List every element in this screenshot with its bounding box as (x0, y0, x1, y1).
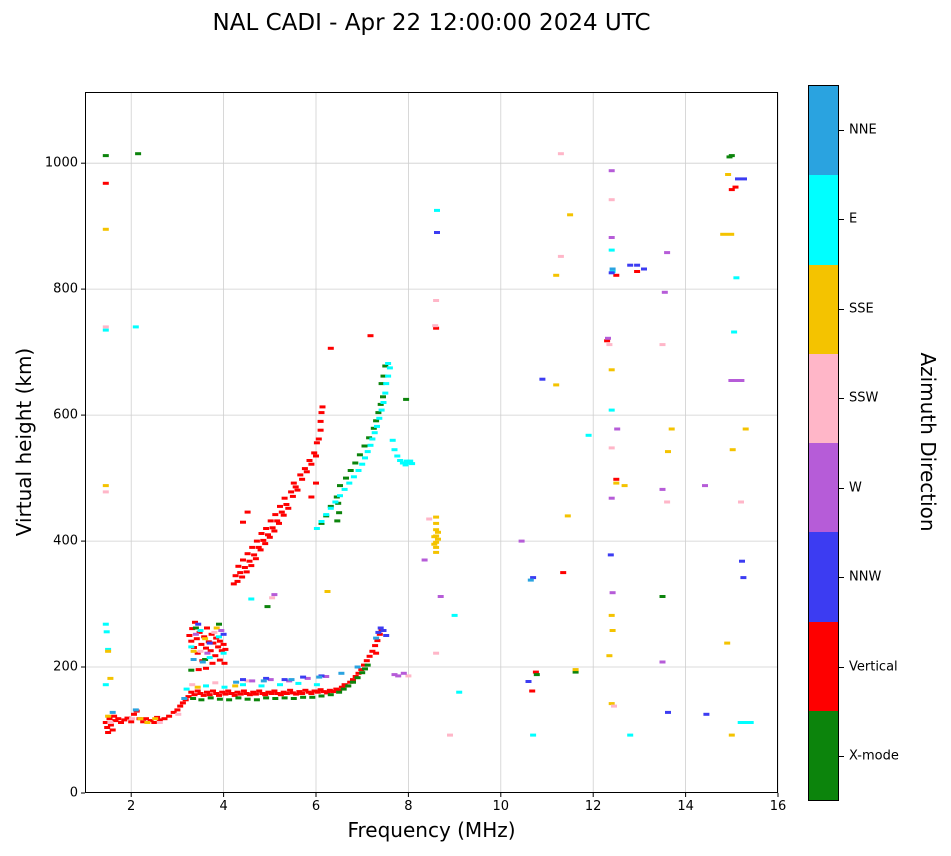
x-tick-label: 8 (404, 799, 413, 814)
y-tick-label: 600 (53, 407, 78, 423)
colorbar-tick (839, 129, 844, 131)
x-tick-label: 16 (769, 799, 787, 814)
y-tick-label: 200 (53, 659, 78, 675)
colorbar-segment-ssw (809, 353, 838, 443)
colorbar-label-x-mode: X-mode (849, 748, 899, 764)
colorbar-segment-x-mode (809, 710, 838, 800)
chart-title: NAL CADI - Apr 22 12:00:00 2024 UTC (212, 10, 651, 36)
y-tick-label: 0 (69, 785, 78, 801)
colorbar-tick (839, 487, 844, 489)
colorbar-segment-vertical (809, 621, 838, 711)
colorbar-label-nne: NNE (849, 122, 877, 138)
y-tick-label: 800 (53, 281, 78, 297)
colorbar-segment-nnw (809, 532, 838, 622)
x-tick-label: 2 (127, 799, 136, 814)
x-tick-label: 14 (677, 799, 694, 814)
x-axis-label: Frequency (MHz) (347, 818, 516, 842)
ionogram-plot-area (81, 92, 779, 797)
colorbar-label-nnw: NNW (849, 569, 882, 585)
colorbar-label-vertical: Vertical (849, 659, 898, 675)
colorbar-tick (839, 308, 844, 310)
colorbar-title: Azimuth Direction (916, 352, 940, 532)
colorbar-segment-e (809, 175, 838, 265)
colorbar-segment-sse (809, 264, 838, 354)
colorbar-tick (839, 666, 844, 668)
colorbar-tick (839, 398, 844, 400)
colorbar-segment-w (809, 443, 838, 533)
colorbar-segment-nne (809, 86, 838, 176)
y-axis-label: Virtual height (km) (12, 347, 36, 537)
colorbar-tick (839, 219, 844, 221)
colorbar-label-e: E (849, 211, 858, 227)
colorbar-label-sse: SSE (849, 301, 874, 317)
colorbar-tick (839, 756, 844, 758)
x-tick-label: 10 (492, 799, 510, 814)
y-tick-label: 1000 (44, 155, 78, 171)
colorbar-label-ssw: SSW (849, 390, 879, 406)
y-tick-label: 400 (53, 533, 78, 549)
x-tick-label: 4 (219, 799, 228, 814)
x-tick-label: 12 (584, 799, 602, 814)
colorbar-label-w: W (849, 480, 862, 496)
x-tick-label: 6 (311, 799, 321, 814)
colorbar-tick (839, 577, 844, 579)
azimuth-colorbar (808, 85, 839, 801)
